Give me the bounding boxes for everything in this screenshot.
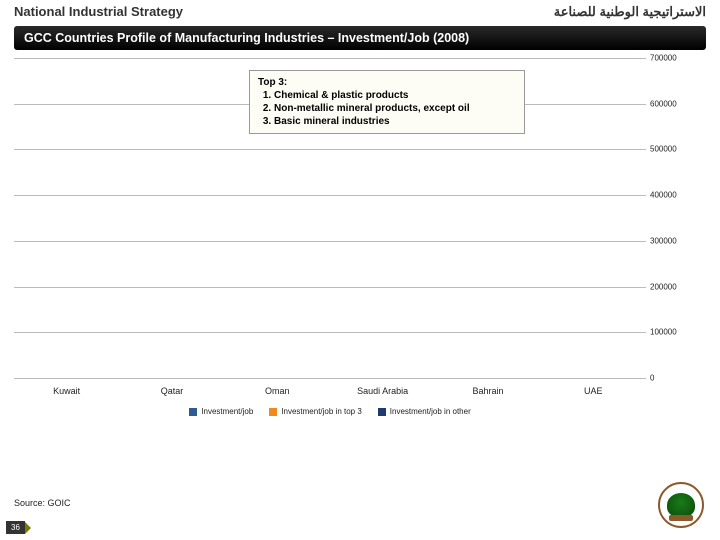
header-right: الاستراتيجية الوطنية للصناعة <box>554 4 706 20</box>
callout-item: Non-metallic mineral products, except oi… <box>274 102 516 115</box>
legend-label: Investment/job in other <box>390 407 471 416</box>
legend-swatch <box>269 408 277 416</box>
y-tick-label: 0 <box>650 374 698 383</box>
gridline <box>14 149 646 150</box>
x-tick-label: Kuwait <box>22 386 112 396</box>
y-tick-label: 700000 <box>650 54 698 63</box>
y-tick-label: 400000 <box>650 191 698 200</box>
callout-item: Chemical & plastic products <box>274 89 516 102</box>
y-tick-label: 300000 <box>650 236 698 245</box>
x-tick-label: Qatar <box>127 386 217 396</box>
gridline <box>14 241 646 242</box>
callout-heading: Top 3: <box>258 76 516 89</box>
legend-item: Investment/job in other <box>378 407 471 416</box>
chart-area: 0100000200000300000400000500000600000700… <box>14 58 706 428</box>
gridline <box>14 332 646 333</box>
title-bar: GCC Countries Profile of Manufacturing I… <box>14 26 706 50</box>
page-number: 36 <box>6 521 25 534</box>
top3-callout: Top 3: Chemical & plastic productsNon-me… <box>249 70 525 134</box>
legend-item: Investment/job in top 3 <box>269 407 362 416</box>
legend-item: Investment/job <box>189 407 253 416</box>
x-tick-label: UAE <box>548 386 638 396</box>
legend-swatch <box>378 408 386 416</box>
header-left: National Industrial Strategy <box>14 4 183 20</box>
x-tick-label: Bahrain <box>443 386 533 396</box>
x-tick-label: Oman <box>232 386 322 396</box>
y-tick-label: 500000 <box>650 145 698 154</box>
gridline <box>14 287 646 288</box>
source-text: Source: GOIC <box>14 498 71 508</box>
legend-swatch <box>189 408 197 416</box>
y-tick-label: 600000 <box>650 99 698 108</box>
x-axis-labels: Kuwait Qatar Oman Saudi Arabia Bahrain UAE <box>14 386 646 396</box>
logo <box>658 482 704 528</box>
y-tick-label: 200000 <box>650 282 698 291</box>
gridline <box>14 378 646 379</box>
gridline <box>14 58 646 59</box>
y-tick-label: 100000 <box>650 328 698 337</box>
legend-label: Investment/job in top 3 <box>281 407 362 416</box>
legend-label: Investment/job <box>201 407 253 416</box>
legend: Investment/job Investment/job in top 3 Inv… <box>14 407 646 416</box>
callout-item: Basic mineral industries <box>274 115 516 128</box>
gridline <box>14 195 646 196</box>
x-tick-label: Saudi Arabia <box>338 386 428 396</box>
